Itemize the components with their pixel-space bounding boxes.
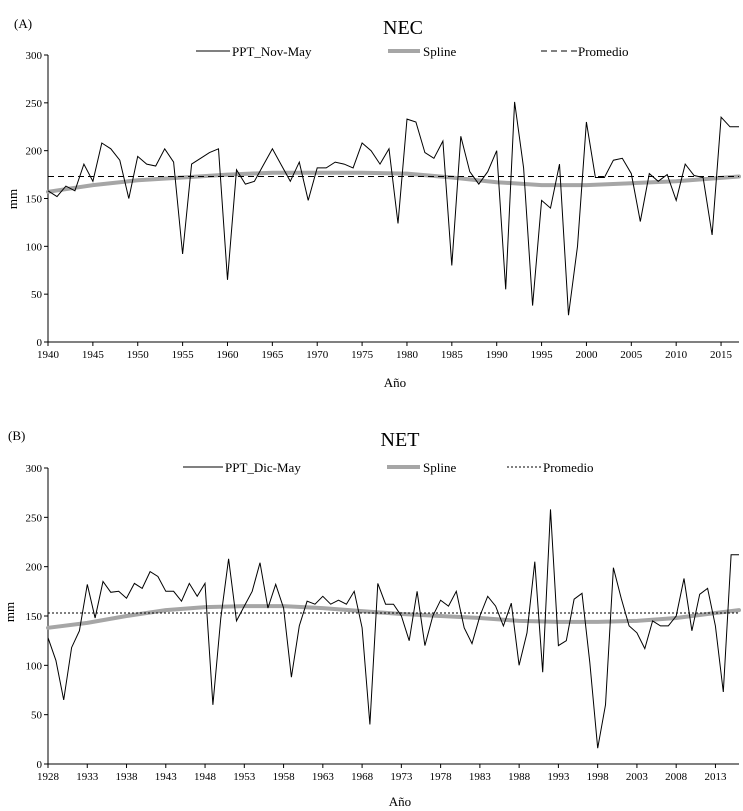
- y-tick-label: 50: [31, 710, 43, 722]
- chart-title: NEC: [383, 17, 423, 39]
- y-tick-label: 100: [26, 241, 43, 253]
- x-tick-label: 1993: [547, 771, 570, 783]
- x-tick-label: 1933: [76, 771, 99, 783]
- x-tick-label: 2015: [710, 349, 733, 361]
- y-tick-label: 200: [26, 562, 43, 574]
- legend-label-promedio: Promedio: [578, 44, 629, 59]
- chart-title: NET: [381, 429, 420, 451]
- x-tick-label: 1998: [587, 771, 610, 783]
- y-tick-label: 150: [26, 611, 43, 623]
- x-tick-label: 1970: [306, 349, 329, 361]
- legend-label-ppt: PPT_Dic-May: [225, 460, 301, 475]
- chart-panel-nec: (A) NEC PPT_Nov-May Spline Promedio mm A…: [5, 16, 741, 390]
- legend: PPT_Dic-May Spline Promedio: [183, 460, 594, 475]
- x-tick-label: 1975: [351, 349, 374, 361]
- x-axis-label: Año: [384, 375, 406, 390]
- x-tick-label: 1995: [531, 349, 554, 361]
- x-tick-label: 1955: [172, 349, 195, 361]
- panel-label: (B): [8, 428, 25, 443]
- x-tick-label: 1958: [273, 771, 296, 783]
- x-tick-label: 1978: [430, 771, 453, 783]
- y-tick-label: 250: [26, 98, 43, 110]
- y-axis-label: mm: [5, 189, 20, 209]
- x-axis-label: Año: [389, 794, 411, 809]
- x-tick-label: 1985: [441, 349, 464, 361]
- x-tick-label: 1938: [116, 771, 139, 783]
- x-tick-label: 1963: [312, 771, 335, 783]
- y-tick-label: 300: [26, 50, 43, 62]
- x-tick-label: 1928: [37, 771, 60, 783]
- y-tick-label: 300: [26, 463, 43, 475]
- x-tick-label: 1990: [486, 349, 509, 361]
- x-tick-label: 2010: [665, 349, 688, 361]
- y-tick-label: 100: [26, 660, 43, 672]
- x-tick-label: 1960: [216, 349, 239, 361]
- x-tick-label: 1988: [508, 771, 531, 783]
- x-tick-label: 2005: [620, 349, 643, 361]
- legend-label-spline: Spline: [423, 44, 456, 59]
- series-line-spline: [46, 604, 741, 630]
- x-tick-label: 1983: [469, 771, 492, 783]
- legend: PPT_Nov-May Spline Promedio: [196, 44, 629, 59]
- series-line-ppt-dic-may: [47, 509, 739, 749]
- x-tick-label: 2008: [665, 771, 688, 783]
- panel-label: (A): [14, 16, 32, 31]
- legend-label-ppt: PPT_Nov-May: [232, 44, 312, 59]
- x-tick-label: 1940: [37, 349, 60, 361]
- x-tick-label: 1950: [127, 349, 150, 361]
- x-tick-label: 1968: [351, 771, 374, 783]
- x-tick-label: 1973: [390, 771, 413, 783]
- x-tick-label: 1945: [82, 349, 105, 361]
- y-tick-label: 200: [26, 146, 43, 158]
- y-axis-label: mm: [2, 602, 17, 622]
- x-tick-label: 1948: [194, 771, 217, 783]
- x-tick-label: 1953: [233, 771, 256, 783]
- x-tick-label: 2013: [704, 771, 727, 783]
- legend-label-promedio: Promedio: [543, 460, 594, 475]
- x-tick-label: 1965: [261, 349, 284, 361]
- x-tick-label: 2000: [575, 349, 598, 361]
- y-tick-label: 50: [31, 289, 43, 301]
- y-tick-label: 0: [37, 759, 43, 771]
- x-tick-label: 1943: [155, 771, 178, 783]
- x-tick-label: 1980: [396, 349, 419, 361]
- series-line-ppt-nov-may: [47, 101, 739, 316]
- legend-label-spline: Spline: [423, 460, 456, 475]
- series-line-spline: [46, 170, 741, 194]
- x-tick-label: 2003: [626, 771, 649, 783]
- y-tick-label: 150: [26, 194, 43, 206]
- y-tick-label: 250: [26, 512, 43, 524]
- chart-panel-net: (B) NET PPT_Dic-May Spline Promedio mm A…: [2, 428, 741, 809]
- y-tick-label: 0: [37, 337, 43, 349]
